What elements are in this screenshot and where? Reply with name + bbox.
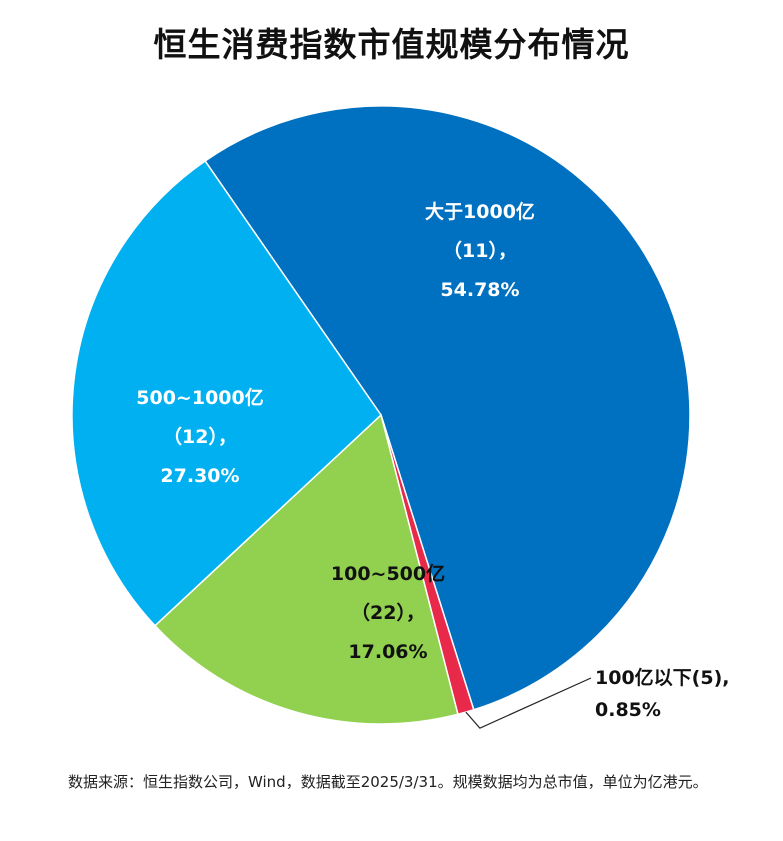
slice-label-gt-1000: 大于1000亿 <box>425 200 535 223</box>
source-footnote: 数据来源：恒生指数公司，Wind，数据截至2025/3/31。规模数据均为总市值… <box>68 773 708 791</box>
chart-title: 恒生消费指数市值规模分布情况 <box>153 25 630 64</box>
slice-count-100-500: （22）， <box>351 601 425 624</box>
slice-label-lt-100: 100亿以下(5), <box>595 666 729 689</box>
pie-labels: 大于1000亿 （11）， 54.78% 100亿以下(5), 0.85% 100~500… <box>136 200 729 729</box>
slice-value-gt-1000: 54.78% <box>440 279 519 301</box>
pie-slice-500-1000 <box>71 159 382 627</box>
slice-count-gt-1000: （11）， <box>443 239 517 262</box>
slice-label-100-500: 100~500亿 <box>331 562 445 585</box>
leader-line-lt-100 <box>465 677 592 729</box>
slice-value-500-1000: 27.30% <box>160 465 239 487</box>
slice-label-500-1000: 500~1000亿 <box>136 386 263 409</box>
pie-slice-gt-1000 <box>204 105 691 711</box>
pie-slice-100-500 <box>153 413 459 725</box>
pie-slices <box>71 105 691 725</box>
slice-value-100-500: 17.06% <box>348 641 427 663</box>
slice-count-500-1000: （12）， <box>163 425 237 448</box>
slice-value-lt-100: 0.85% <box>595 699 661 721</box>
